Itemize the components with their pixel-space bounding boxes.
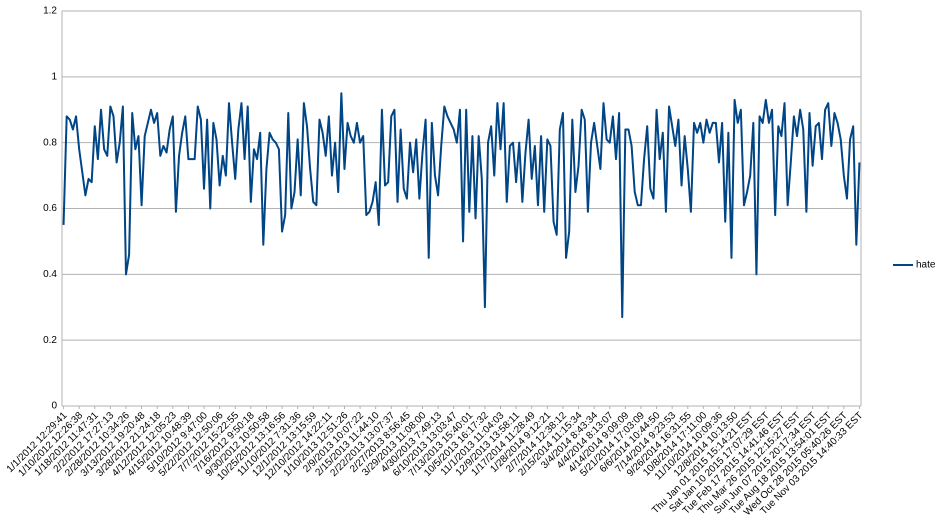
y-tick-label: 0.8 [43,137,57,148]
y-tick-label: 0.6 [43,203,57,214]
y-tick-label: 0 [51,401,57,412]
y-tick-label: 1 [51,71,57,82]
y-tick-label: 1.2 [43,6,57,17]
y-tick-label: 0.4 [43,269,57,280]
data-line [62,92,861,319]
y-tick-label: 0.2 [43,335,57,346]
legend-label: hate [916,260,936,271]
